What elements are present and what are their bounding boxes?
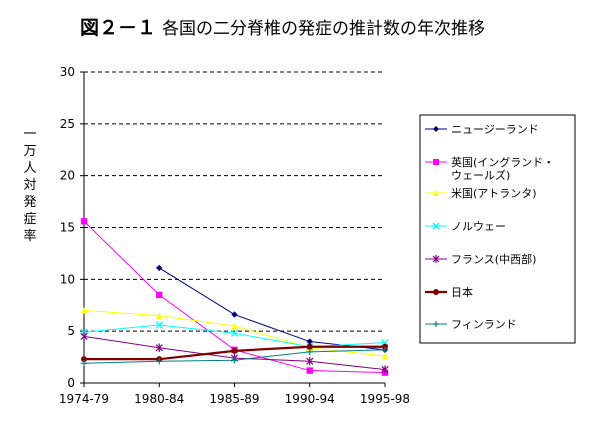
legend-marker: [433, 190, 439, 196]
legend-marker: [432, 255, 440, 263]
legend-marker: [433, 126, 439, 132]
legend-label: フィンランド: [451, 318, 517, 331]
x-tick-labels: 1974-79 1980-84 1985-89 1990-94 1995-98: [59, 392, 410, 406]
data-point: [306, 357, 314, 366]
data-point: [231, 347, 238, 354]
x-tick-label: 1980-84: [134, 392, 184, 406]
y-tick-label: 5: [67, 324, 75, 338]
chart-title: 図２－１ 各国の二分脊椎の発症の推計数の年次推移: [80, 17, 485, 39]
y-axis-label-char: 対: [23, 178, 36, 193]
data-point: [306, 338, 313, 345]
data-point: [156, 291, 163, 299]
y-tick-label: 15: [60, 221, 75, 235]
legend-box: [419, 114, 576, 344]
y-axis-label-char: 万: [23, 144, 36, 159]
y-tick-label: 30: [60, 65, 75, 79]
y-axis-label-char: 人: [23, 161, 36, 176]
chart-title-text: 各国の二分脊椎の発症の推計数の年次推移: [162, 19, 485, 39]
legend-entry: ニュージーランド: [425, 123, 539, 136]
x-tick-label: 1990-94: [285, 392, 335, 406]
legend-entry: ノルウェー: [425, 220, 506, 233]
legend-entry: フィンランド: [425, 318, 517, 331]
data-point: [381, 352, 389, 360]
legend-entry: 英国(イングランド・ウェールズ): [425, 155, 554, 182]
x-tick-label: 1985-89: [209, 392, 259, 406]
data-point: [231, 322, 238, 330]
data-point: [156, 358, 163, 365]
series-group: [80, 218, 389, 376]
legend-marker: [433, 321, 439, 327]
y-tick-labels: 0 5 10 15 20 25 30: [60, 65, 75, 390]
data-point: [80, 218, 88, 225]
series-3: [80, 307, 389, 360]
x-tick-label: 1974-79: [59, 392, 109, 406]
y-axis-label-char: 一: [23, 127, 36, 142]
legend-label: フランス(中西部): [451, 252, 536, 266]
legend-label: ノルウェー: [451, 220, 506, 233]
data-point: [381, 365, 389, 374]
data-point: [81, 356, 87, 363]
legend-label: 米国(アトランタ): [451, 187, 537, 200]
y-axis-label-char: 率: [23, 228, 36, 244]
chart-title-prefix: 図２－１: [80, 17, 156, 39]
y-axis-label-char: 症: [23, 212, 36, 227]
data-point: [80, 360, 88, 367]
data-point: [80, 307, 88, 314]
legend-entry: フランス(中西部): [425, 252, 536, 266]
y-axis-label-char: 発: [23, 195, 36, 210]
legend-marker: [433, 159, 439, 165]
legend-entry: 日本: [425, 285, 473, 299]
data-point: [231, 356, 238, 364]
data-point: [80, 332, 88, 341]
series-line: [158, 267, 386, 351]
data-point: [306, 343, 313, 350]
y-tick-label: 25: [60, 117, 75, 131]
data-point: [156, 264, 163, 272]
gridlines: [84, 71, 385, 332]
data-point: [156, 312, 163, 319]
legend-marker: [433, 289, 439, 295]
series-4: [80, 321, 389, 351]
data-point: [231, 311, 238, 318]
y-tick-label: 20: [60, 169, 75, 183]
data-point: [155, 343, 163, 352]
y-tick-label: 10: [60, 272, 75, 286]
data-point: [381, 346, 389, 354]
legend-label: ニュージーランド: [451, 123, 539, 136]
y-tick-label: 0: [67, 376, 75, 390]
legend-marker: [432, 222, 440, 230]
data-point: [155, 321, 163, 329]
data-point: [306, 348, 313, 356]
x-tick-label: 1995-98: [360, 392, 410, 406]
series-7: [80, 346, 389, 367]
data-point: [230, 329, 239, 337]
legend-entry: 米国(アトランタ): [425, 187, 537, 200]
data-point: [306, 367, 313, 374]
axes: [80, 71, 386, 387]
legend-label: 英国(イングランド・: [451, 155, 554, 169]
legend-label: 日本: [451, 285, 473, 299]
legend-label-cont: ウェールズ): [451, 168, 510, 182]
